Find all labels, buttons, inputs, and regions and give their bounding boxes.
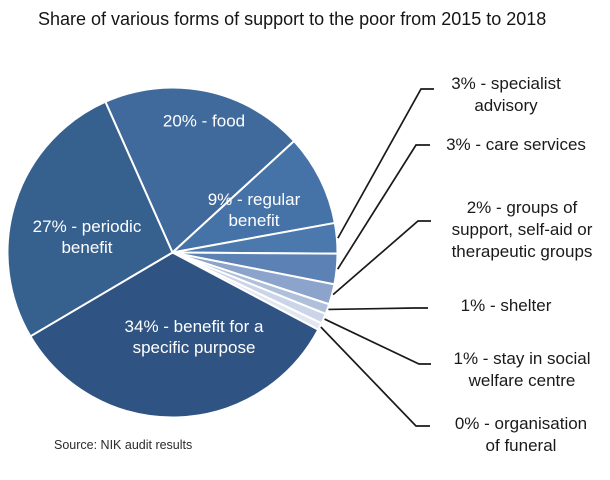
callout-line-specialist-advisory — [337, 88, 434, 239]
chart-title: Share of various forms of support to the… — [38, 9, 547, 29]
callout-line-organisation-of-funeral — [320, 326, 430, 427]
callout-line-stay-social-welfare — [324, 318, 431, 365]
pie-slice-food — [104, 86, 296, 254]
callout-line-groups-of-support — [332, 220, 431, 296]
pie-slice-regular-benefit — [171, 140, 336, 254]
callout-line-care-services — [336, 144, 430, 270]
source-note: Source: NIK audit results — [54, 438, 193, 452]
callout-line-shelter — [328, 307, 428, 311]
pie-slice-periodic-benefit — [6, 100, 174, 338]
pie-slice-specific-purpose — [29, 251, 320, 419]
